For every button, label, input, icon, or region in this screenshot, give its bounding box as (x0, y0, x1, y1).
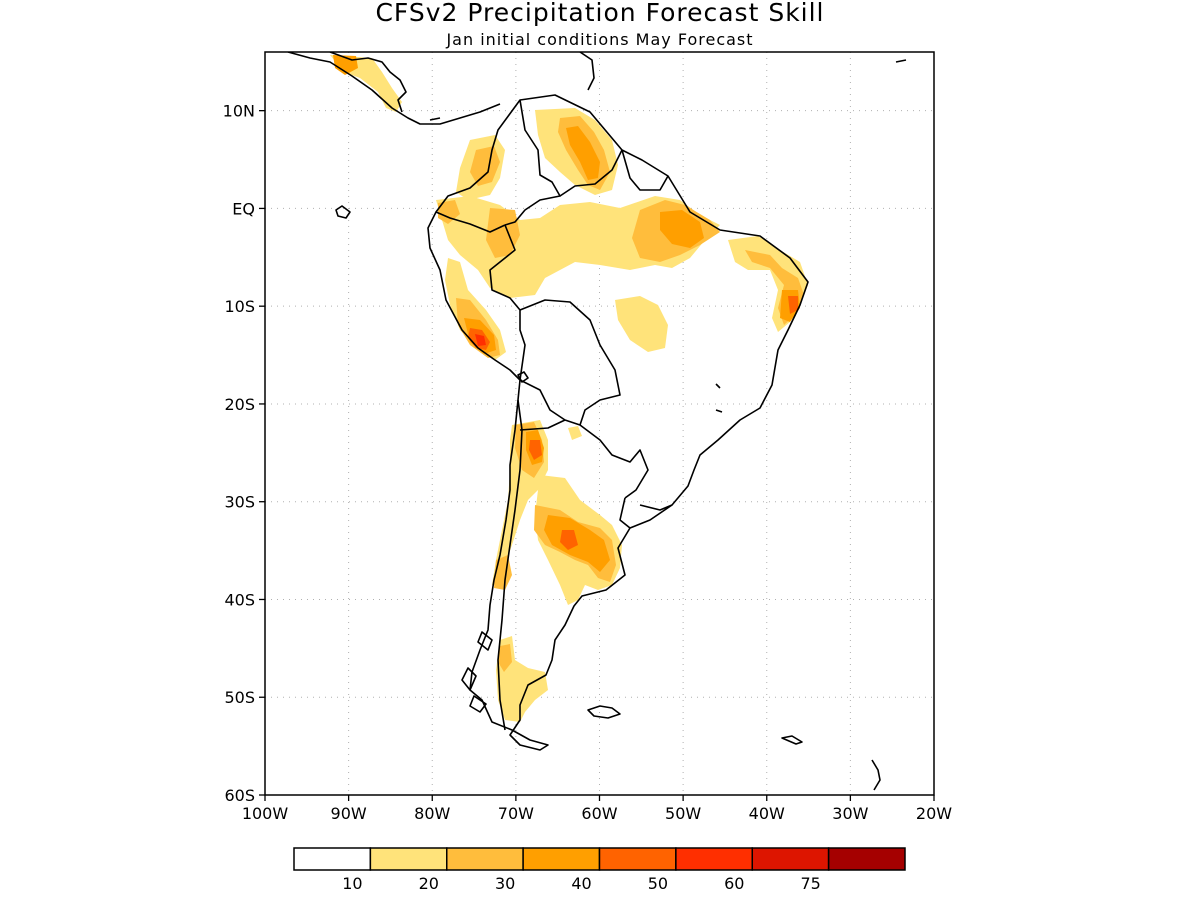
colorbar-swatch (446, 847, 524, 871)
axis-ticks (259, 110, 935, 801)
skill-level-10-20 (330, 55, 808, 722)
skill-region-chile-central (494, 555, 512, 590)
galapagos-islands (335, 205, 351, 219)
figure-subtitle: Jan initial conditions May Forecast (446, 30, 754, 49)
skill-region-amazon-central (615, 296, 668, 352)
lon-tick-label: 70W (498, 804, 534, 823)
skill-region-venezuela-peak (566, 126, 600, 180)
colorbar-swatch (293, 847, 372, 871)
colorbar-label: 40 (571, 874, 591, 893)
falkland-islands (587, 705, 621, 719)
lat-tick-label: 50S (224, 688, 255, 707)
colorbar-label: 10 (342, 874, 362, 893)
colorbar-swatch (751, 847, 830, 871)
skill-region-paraguay-dot (568, 426, 582, 440)
colorbar: 10 20 30 40 50 60 75 (293, 847, 906, 893)
border-peru-brazil (489, 224, 526, 381)
colorbar-label: 75 (800, 874, 820, 893)
colorbar-swatch (827, 847, 906, 871)
lon-tick-label: 80W (414, 804, 450, 823)
lon-tick-label: 60W (581, 804, 617, 823)
skill-region-chile-max (529, 440, 542, 460)
lat-tick-label: 20S (224, 395, 255, 414)
colorbar-swatch (369, 847, 448, 871)
caribbean-islands (429, 52, 907, 121)
skill-level-50-60 (475, 334, 486, 346)
south-georgia (781, 735, 803, 745)
border-uruguay (619, 497, 673, 529)
colorbar-swatch (598, 847, 677, 871)
coastline-south-america (427, 94, 809, 751)
coastlines (287, 52, 907, 791)
lat-tick-label: 10N (223, 102, 255, 121)
skill-region-colombia-south (486, 208, 520, 258)
border-bolivia-south (519, 379, 581, 426)
skill-region-brazil-coast-max (788, 296, 798, 314)
lat-tick-label: 60S (224, 786, 255, 805)
border-paraguay (579, 424, 649, 499)
lake-titicaca (517, 371, 529, 383)
colorbar-label: 50 (648, 874, 668, 893)
colorbar-swatch (522, 847, 601, 871)
lon-tick-label: 20W (916, 804, 952, 823)
border-guianas (621, 149, 669, 191)
lon-tick-label: 50W (665, 804, 701, 823)
border-brazil-bolivia (519, 299, 621, 426)
border-argentina-chile (497, 399, 523, 731)
lat-tick-label: 40S (224, 590, 255, 609)
skill-shading (330, 55, 808, 722)
coastline-central-america (287, 52, 501, 125)
border-ecuador-peru (435, 211, 506, 233)
lon-tick-label: 90W (331, 804, 367, 823)
south-atlantic-dots (715, 383, 881, 791)
colorbar-label: 30 (495, 874, 515, 893)
colorbar-label: 60 (724, 874, 744, 893)
lon-tick-label: 30W (832, 804, 868, 823)
lon-tick-label: 100W (242, 804, 289, 823)
border-argentina-north (519, 419, 566, 431)
skill-region-ecuador-core (438, 200, 460, 224)
colorbar-swatch (675, 847, 753, 871)
colorbar-label: 20 (419, 874, 439, 893)
lat-tick-label: 10S (224, 297, 255, 316)
lat-tick-label: EQ (232, 199, 255, 218)
chile-fjords (461, 631, 493, 713)
skill-region-argentina-max (560, 530, 578, 550)
skill-region-patagonia-core (498, 644, 512, 672)
lat-tick-label: 30S (224, 493, 255, 512)
skill-region-amazon-east-core (660, 210, 704, 248)
border-colombia-venezuela (504, 99, 561, 226)
figure-title: CFSv2 Precipitation Forecast Skill (375, 0, 825, 27)
lon-tick-label: 40W (749, 804, 785, 823)
skill-region-colombia-core (470, 146, 500, 186)
skill-region-peru-peak-max (475, 334, 486, 346)
border-venezuela-brazil (559, 149, 623, 197)
